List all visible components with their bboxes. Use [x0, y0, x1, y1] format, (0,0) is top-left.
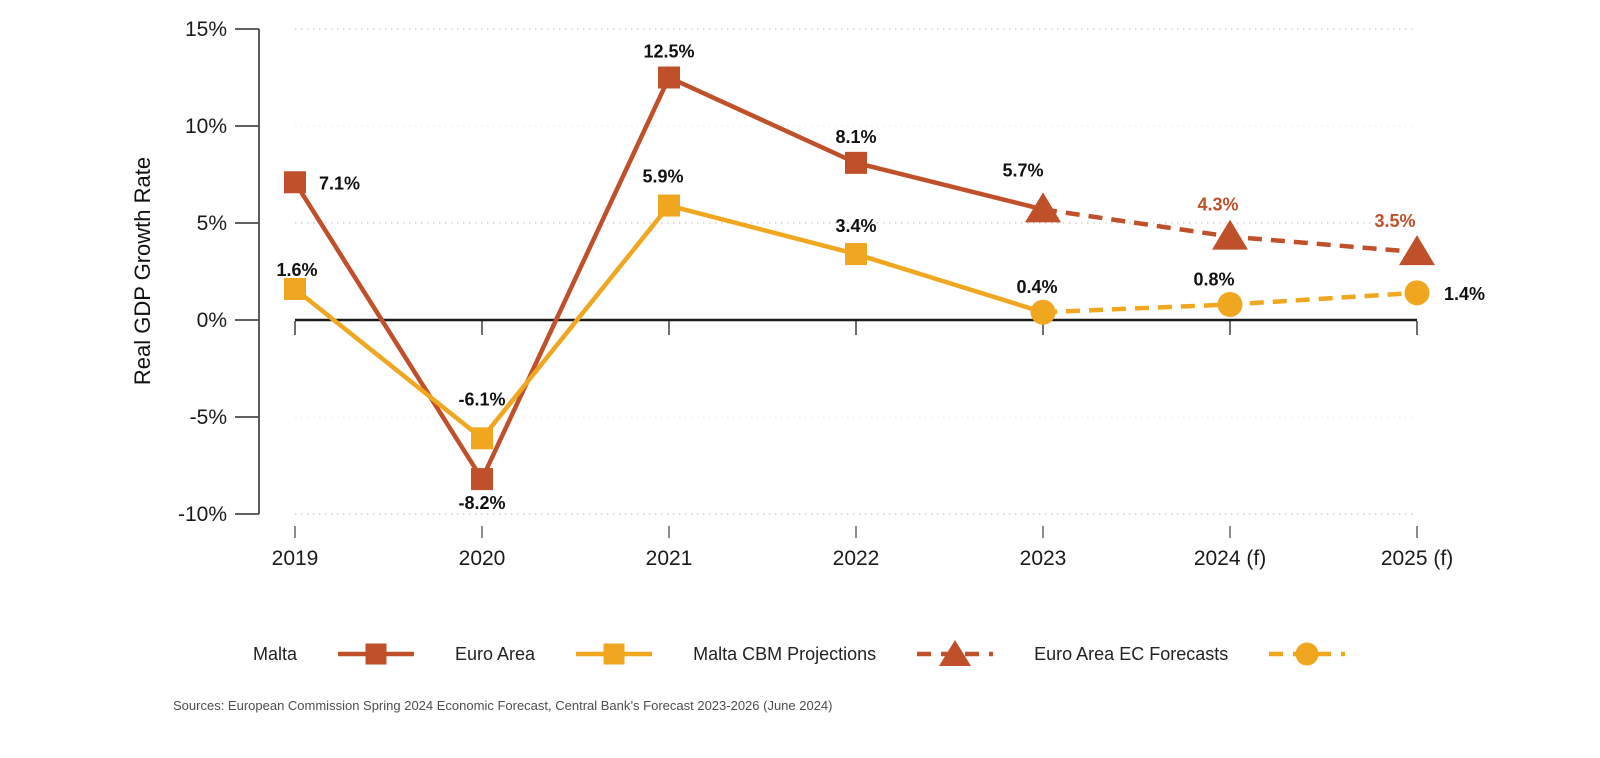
data-label-euro-area-2021: 5.9% — [642, 167, 683, 187]
gridlines-group — [295, 28, 1417, 515]
legend-marker-malta-cbm-projections — [939, 640, 972, 666]
source-note: Sources: European Commission Spring 2024… — [173, 698, 833, 713]
chart-svg: 15%10%5%0%-5%-10% 2019 2020 2021 2022 2023 20… — [130, 18, 1485, 570]
x-tick-label: 2023 — [1020, 547, 1067, 570]
data-point-euro-area-2019 — [284, 277, 306, 300]
data-label-malta-2021: 12.5% — [643, 42, 694, 62]
data-point-malta-cbm-projections-2024 — [1212, 219, 1248, 250]
y-axis-title: Real GDP Growth Rate — [130, 157, 155, 385]
x-axis-group: 2019 2020 2021 2022 2023 2024 (f) 2025 (f) — [272, 318, 1453, 570]
data-label-euro-area-2022: 3.4% — [835, 216, 876, 236]
data-point-euro-area-ec-forecasts-2025 — [1404, 280, 1430, 306]
data-label-euro-area-2020: -6.1% — [458, 389, 505, 409]
legend-label-malta: Malta — [253, 643, 298, 664]
legend-swatch-circle-icon — [1269, 642, 1346, 666]
data-point-euro-area-2020 — [471, 427, 493, 450]
y-axis-group: 15% 10% 5% 0% -5% -10% — [178, 18, 260, 526]
data-point-euro-area-2021 — [658, 194, 680, 217]
x-tick-label: 2025 (f) — [1381, 547, 1453, 570]
y-tick-label: 10% — [185, 115, 227, 138]
data-label-malta-2019: 7.1% — [319, 173, 360, 193]
legend-label-euro-area: Euro Area — [455, 643, 536, 664]
x-tick-label: 2020 — [459, 547, 506, 570]
x-tick-label: 2019 — [272, 547, 319, 570]
data-point-euro-area-ec-forecasts-2024 — [1217, 291, 1243, 317]
data-label-euro-area-ec-forecasts-2023: 0.4% — [1016, 277, 1057, 297]
data-point-malta-2019 — [284, 171, 306, 194]
data-label-euro-area-ec-forecasts-2024: 0.8% — [1193, 269, 1234, 289]
data-label-euro-area-ec-forecasts-2025: 1.4% — [1444, 284, 1485, 304]
y-tick-label: 0% — [197, 309, 227, 332]
y-tick-label: 5% — [197, 212, 227, 235]
data-label-malta-cbm-projections-2024: 4.3% — [1197, 195, 1238, 215]
data-label-malta-cbm-projections-2025: 3.5% — [1374, 211, 1415, 231]
data-point-euro-area-2022 — [845, 243, 867, 266]
x-tick-label: 2021 — [646, 547, 693, 570]
legend-marker-euro-area — [603, 643, 625, 665]
y-tick-label: 15% — [185, 18, 227, 41]
legend-marker-euro-area-ec-forecasts — [1295, 642, 1319, 666]
x-tick-label: 2022 — [833, 547, 880, 570]
data-point-malta-2022 — [845, 151, 867, 174]
data-point-malta-2021 — [658, 66, 680, 89]
legend-swatch-square-icon — [338, 643, 415, 665]
legend-swatch-square-icon — [576, 643, 653, 665]
legend-label-euro-area-ec-forecasts: Euro Area EC Forecasts — [1034, 643, 1229, 664]
chart-legend: Malta Euro Area Malta CBM Projections Euro … — [253, 637, 1346, 671]
data-label-euro-area-2019: 1.6% — [276, 260, 317, 280]
legend-marker-malta — [365, 643, 387, 665]
data-label-malta-2022: 8.1% — [835, 127, 876, 147]
x-tick-label: 2024 (f) — [1194, 547, 1266, 570]
data-point-malta-2020 — [471, 468, 493, 491]
data-point-malta-cbm-projections-2023 — [1025, 192, 1061, 223]
y-tick-label: -10% — [178, 503, 227, 526]
point-labels-group: 7.1% -8.2% 12.5% 8.1% 1.6% -6.1% 5.9% 3.4% 5.7% 4… — [276, 42, 1485, 514]
data-label-malta-cbm-projections-2023: 5.7% — [1002, 160, 1043, 180]
legend-label-malta-cbm-projections: Malta CBM Projections — [693, 643, 877, 664]
legend-swatch-triangle-icon — [917, 640, 994, 666]
data-point-malta-cbm-projections-2025 — [1399, 235, 1435, 266]
y-tick-label: -5% — [190, 406, 227, 429]
data-point-euro-area-ec-forecasts-2023 — [1030, 299, 1056, 325]
series-group — [284, 66, 1435, 491]
data-label-malta-2020: -8.2% — [458, 493, 505, 513]
